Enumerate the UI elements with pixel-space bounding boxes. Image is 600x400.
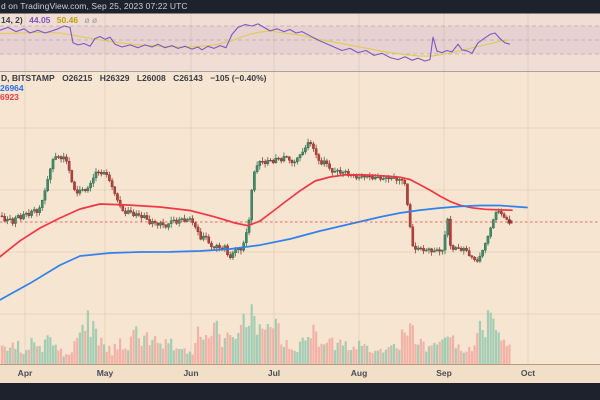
symbol-text: D, BITSTAMP — [1, 73, 55, 83]
month-label-aug: Aug — [350, 368, 368, 378]
ohlc-high: H26329 — [99, 73, 130, 83]
volume-series — [0, 304, 511, 364]
attribution-text: d on TradingView.com, Sep 25, 2023 07:22… — [1, 1, 188, 11]
ohlc-open: O26215 — [62, 73, 93, 83]
ma-red-value: 6923 — [0, 91, 19, 102]
ohlc-close: C26143 — [173, 73, 203, 83]
ohlc-change: −105 (−0.40%) — [210, 73, 267, 83]
time-axis: Apr May Jun Jul Aug Sep Oct — [0, 364, 600, 383]
bottom-frame-bar — [0, 383, 600, 400]
indicator-legend: 14, 2) 44.05 50.46 ø ø — [1, 15, 101, 25]
symbol-legend: D, BITSTAMP O26215 H26329 L26008 C26143 … — [1, 73, 271, 83]
attribution-bar: d on TradingView.com, Sep 25, 2023 07:22… — [0, 0, 600, 13]
month-label-jul: Jul — [267, 368, 281, 378]
indicator-signal-value: 50.46 — [56, 15, 79, 25]
price-pane — [0, 138, 600, 364]
sma-blue — [0, 204, 528, 301]
indicator-extra-symbols: ø ø — [84, 15, 98, 25]
sma-red — [0, 174, 513, 258]
month-label-apr: Apr — [17, 368, 33, 378]
month-label-may: May — [96, 368, 114, 378]
ma-blue-value: 26964 — [0, 83, 24, 93]
ohlc-low: L26008 — [136, 73, 166, 83]
last-price-marker — [507, 220, 513, 224]
oscillator-pane — [0, 23, 600, 62]
indicator-params: 14, 2) — [1, 15, 23, 25]
indicator-main-value: 44.05 — [29, 15, 51, 25]
month-label-sep: Sep — [436, 368, 452, 378]
month-label-jun: Jun — [183, 368, 199, 378]
month-label-oct: Oct — [520, 368, 536, 378]
